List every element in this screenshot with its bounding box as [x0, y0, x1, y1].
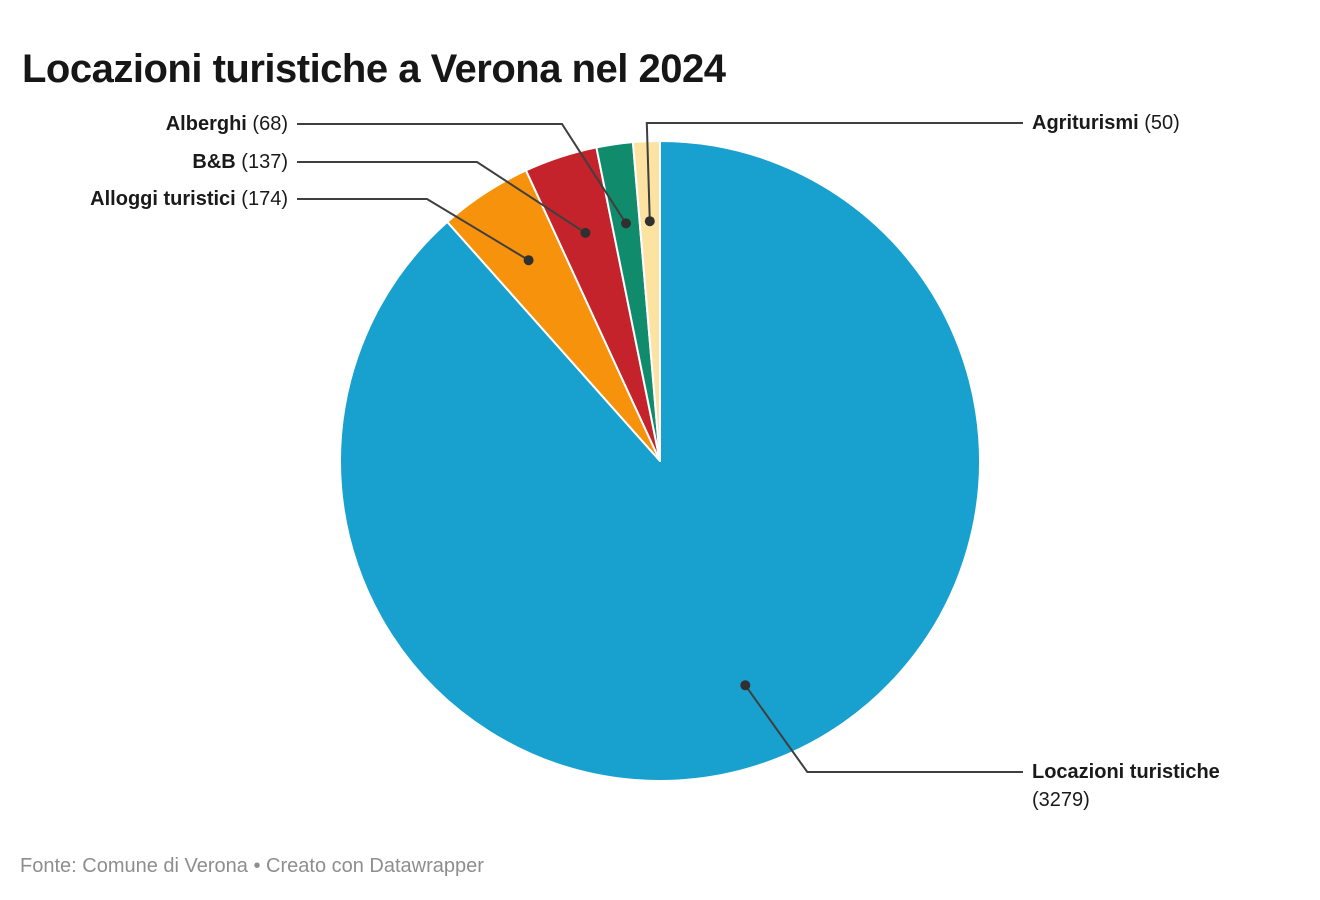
slice-label: Alberghi	[165, 113, 247, 135]
slice-value: (50)	[1144, 112, 1180, 134]
chart-title: Locazioni turistiche a Verona nel 2024	[22, 46, 726, 91]
callout-label-agriturismi: Agriturismi (50)	[1032, 109, 1180, 137]
leader-line-bnb	[297, 161, 586, 234]
leader-line-alberghi	[297, 123, 627, 224]
slice-label: Agriturismi	[1032, 112, 1139, 134]
source-attribution: Fonte: Comune di Verona • Creato con Dat…	[20, 855, 484, 877]
leader-dot-locazioni-turistiche	[740, 680, 751, 691]
callout-label-locazioni-turistiche: Locazioni turistiche (3279)	[1032, 758, 1247, 814]
slice-value: (68)	[252, 113, 288, 135]
callout-label-bnb: B&B (137)	[192, 148, 288, 176]
callout-label-alberghi: Alberghi (68)	[166, 110, 288, 138]
leader-line-locazioni-turistiche	[744, 684, 1023, 773]
leader-line-alloggi-turistici	[297, 198, 530, 262]
callout-label-alloggi-turistici: Alloggi turistici (174)	[90, 185, 288, 213]
slice-label: Alloggi turistici	[90, 188, 236, 210]
leader-line-agriturismi	[645, 122, 1023, 222]
slice-label: B&B	[192, 151, 236, 173]
leader-dot-alloggi-turistici	[523, 255, 534, 266]
leader-dot-alberghi	[621, 218, 631, 229]
leader-dot-bnb	[580, 227, 591, 238]
leader-dot-agriturismi	[644, 216, 655, 227]
slice-value: (174)	[241, 188, 288, 210]
slice-value: (3279)	[1032, 789, 1090, 811]
slice-label: Locazioni turistiche	[1032, 761, 1220, 783]
slice-value: (137)	[241, 151, 288, 173]
